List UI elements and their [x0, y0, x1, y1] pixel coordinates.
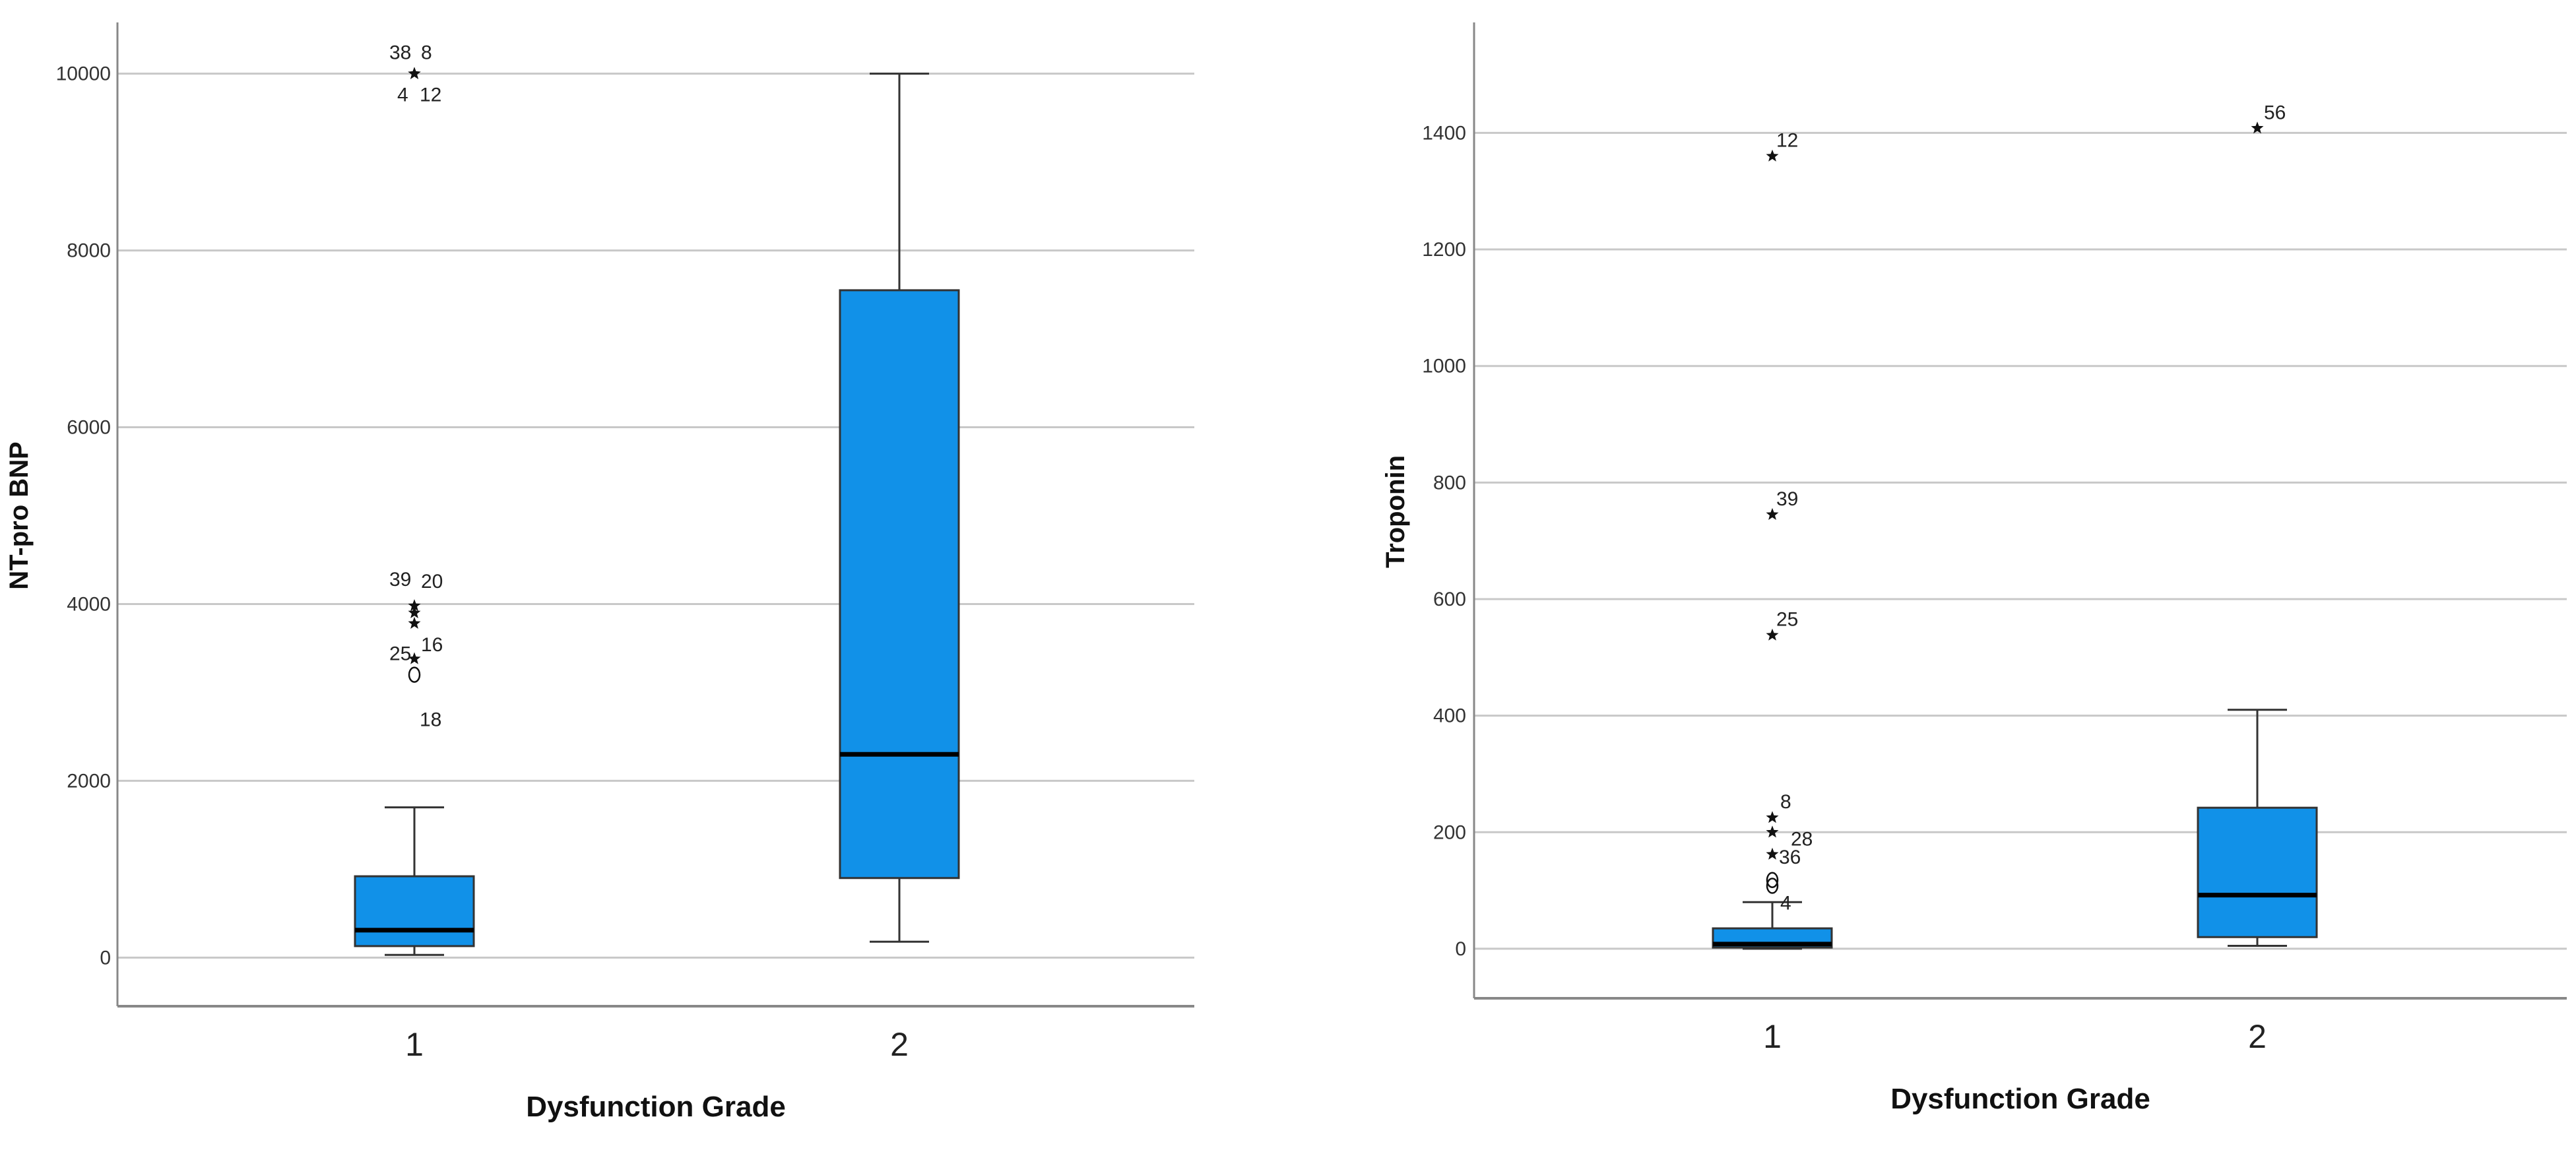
panel1-y-tick-label: 2000 [67, 770, 111, 792]
panel1-outlier-star [408, 652, 421, 664]
panel2-y-tick-label: 600 [1433, 589, 1466, 610]
panel1-y-tick-label: 4000 [67, 593, 111, 615]
panel1-outlier-star [408, 599, 421, 612]
panel2-x-category-label: 1 [1763, 1018, 1782, 1055]
panel2-outlier-star [2251, 121, 2264, 134]
panel1-outlier-star [408, 606, 421, 618]
panel2-outlier-label: 36 [1779, 847, 1801, 868]
panel2-outlier-label: 8 [1780, 791, 1791, 813]
panel2-y-tick-label: 0 [1455, 938, 1466, 960]
panel1-x-category-label: 1 [405, 1026, 424, 1063]
panel1-cat2-box [839, 289, 960, 880]
panel1-outlier-label: 18 [420, 709, 441, 731]
panel2-outlier-star [1766, 628, 1779, 641]
panel2-outlier-star [1766, 825, 1779, 838]
panel1-y-axis-title: NT-pro BNP [5, 441, 34, 589]
panel1-outlier-label: 8 [421, 42, 432, 64]
panel2-outlier-star [1766, 507, 1779, 520]
panel1-outlier-circle [408, 666, 421, 683]
panel1-outlier-label: 20 [421, 571, 443, 593]
panel2-y-tick-label: 1000 [1422, 356, 1466, 377]
panel2-outlier-circle [1766, 878, 1779, 894]
panel2-outlier-star [1766, 811, 1779, 823]
panel1-outlier-label: 16 [421, 634, 443, 656]
panel1-outlier-label: 39 [389, 569, 411, 591]
panel1-y-tick-label: 10000 [56, 63, 111, 85]
panel1-outlier-label: 4 [397, 84, 408, 106]
panel2-y-tick-label: 1200 [1422, 239, 1466, 261]
panel1-x-axis-title: Dysfunction Grade [526, 1091, 786, 1123]
panel2-outlier-star [1766, 149, 1779, 162]
panel2-x-category-label: 2 [2248, 1018, 2267, 1055]
panel2-outlier-star [1766, 847, 1779, 860]
panel2-outlier-label: 39 [1776, 488, 1798, 510]
panel2-outlier-label: 4 [1780, 893, 1791, 914]
panel2-outlier-circle [1766, 872, 1779, 888]
panel1-outlier-label: 25 [389, 643, 411, 665]
panel1-x-category-label: 2 [890, 1026, 909, 1063]
panel2-y-tick-label: 1400 [1422, 122, 1466, 144]
panel1-outlier-label: 12 [420, 84, 441, 106]
panel2-outlier-label: 56 [2264, 102, 2286, 123]
panel1-y-tick-label: 8000 [67, 240, 111, 262]
panel2-outlier-label: 25 [1776, 609, 1798, 631]
panel2-x-axis-title: Dysfunction Grade [1890, 1083, 2150, 1115]
panel2-y-tick-label: 200 [1433, 821, 1466, 843]
panel2-outlier-label: 12 [1776, 130, 1798, 152]
panel2-outlier-label: 28 [1791, 828, 1813, 850]
panel1-outlier-star [408, 67, 421, 79]
panel1-cat1-box [354, 875, 475, 947]
panel2-y-axis-title: Troponin [1381, 455, 1410, 568]
panel2-cat2-box [2197, 806, 2318, 938]
panel2-y-tick-label: 400 [1433, 705, 1466, 727]
panel1-outlier-label: 38 [389, 42, 411, 64]
panel1-y-tick-label: 6000 [67, 417, 111, 439]
panel2-y-tick-label: 800 [1433, 472, 1466, 494]
panel1-y-tick-label: 0 [100, 947, 111, 969]
panel1-outlier-star [408, 616, 421, 629]
